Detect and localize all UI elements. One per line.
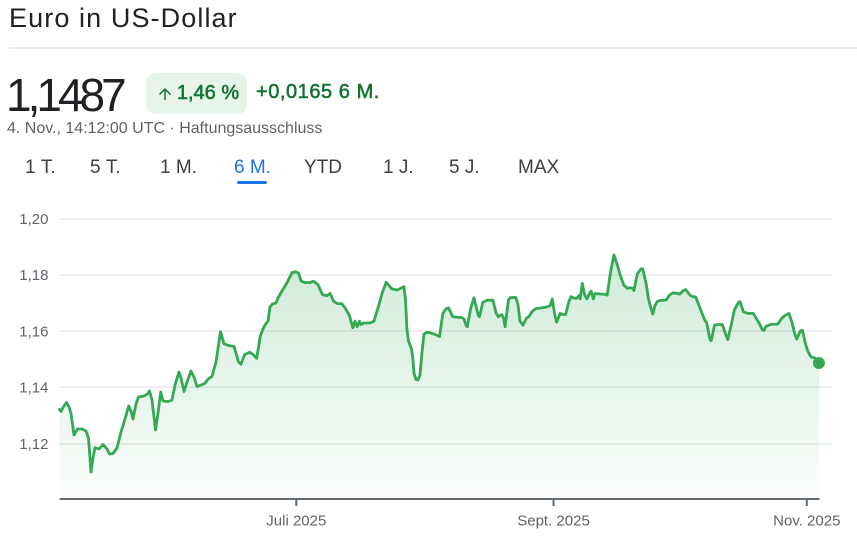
- svg-text:1,16: 1,16: [19, 324, 48, 341]
- svg-text:Nov. 2025: Nov. 2025: [773, 513, 840, 530]
- svg-text:1,18: 1,18: [19, 267, 48, 284]
- svg-text:1,20: 1,20: [19, 211, 48, 228]
- svg-text:1,14: 1,14: [19, 380, 48, 397]
- svg-text:1,12: 1,12: [19, 436, 48, 453]
- svg-text:Sept. 2025: Sept. 2025: [517, 513, 590, 530]
- svg-text:Juli 2025: Juli 2025: [266, 513, 326, 530]
